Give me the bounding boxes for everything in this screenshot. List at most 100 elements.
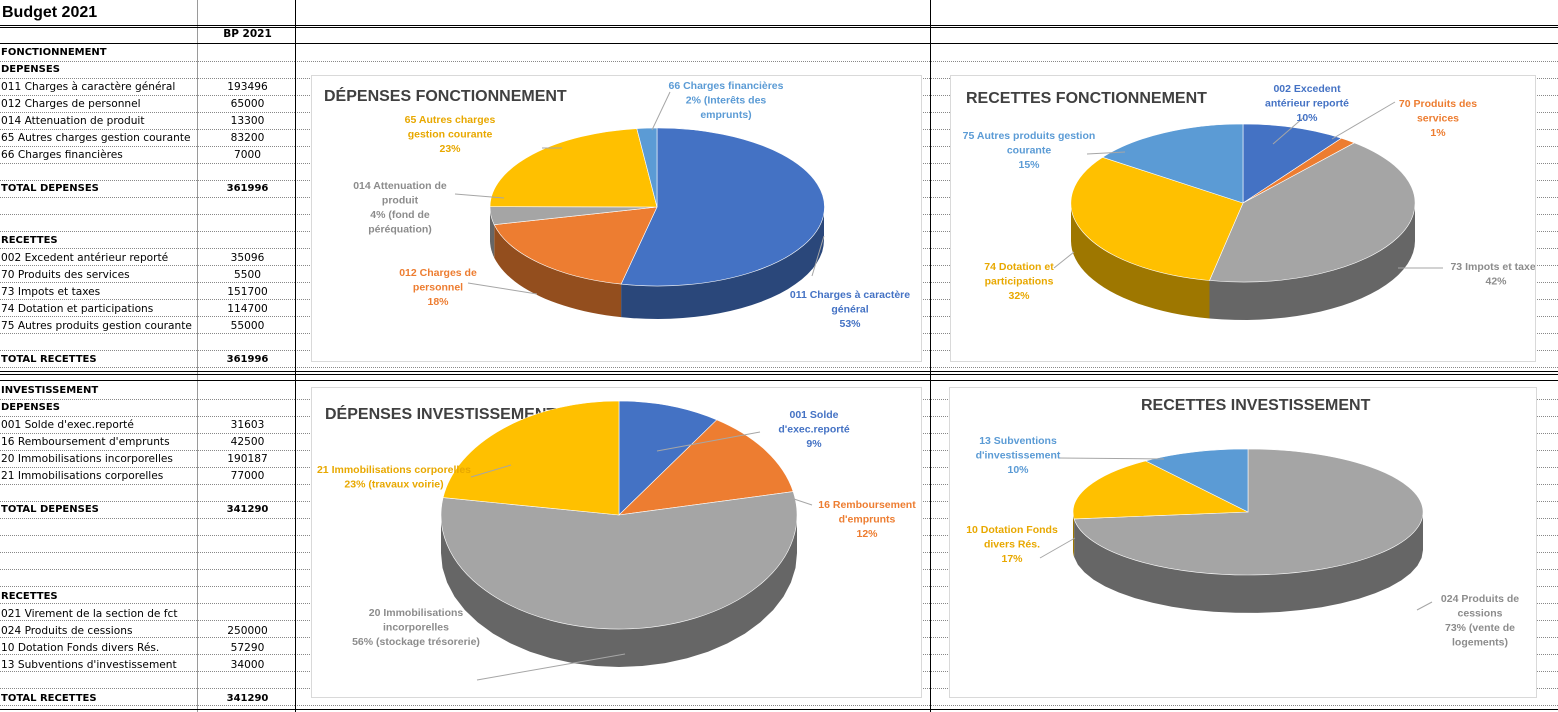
table-row[interactable]: 20 Immobilisations incorporelles 190187 (0, 451, 295, 468)
data-label-line: d'exec.reporté (778, 424, 850, 436)
chart-depenses-investissement[interactable]: DÉPENSES INVESTISSEMENT 001 Solde d'exec.… (311, 387, 922, 698)
pie-slice[interactable] (618, 419, 794, 516)
data-label-line: 13 Subventions (979, 435, 1057, 447)
pie-slice[interactable] (620, 127, 825, 287)
subsection-header[interactable]: DEPENSES (0, 62, 295, 79)
table-row[interactable]: 16 Remboursement d'emprunts 42500 (0, 434, 295, 451)
section-rule (0, 371, 1558, 372)
pie-slice[interactable] (1072, 460, 1249, 520)
gridline (0, 95, 197, 96)
data-label-line: personnel (413, 282, 463, 294)
table-row[interactable]: 13 Subventions d'investissement 34000 (0, 657, 295, 674)
table-row[interactable]: 001 Solde d'exec.reporté 31603 (0, 417, 295, 434)
gridline (198, 433, 295, 434)
pie-slice-side (1073, 512, 1075, 557)
gridline (0, 467, 197, 468)
data-label: 13 Subventions d'investissement 10% (976, 435, 1061, 476)
data-label-line: 20 Immobilisations (369, 607, 464, 619)
total-row[interactable]: TOTAL DEPENSES 341290 (0, 502, 295, 519)
total-row[interactable]: TOTAL RECETTES 341290 (0, 691, 295, 708)
data-label-line: 66 Charges financières (669, 80, 784, 92)
table-row[interactable]: 21 Immobilisations corporelles 77000 (0, 468, 295, 485)
data-label-line: 12% (856, 528, 878, 540)
data-label-line: 9% (806, 438, 822, 450)
subsection-header[interactable]: RECETTES (0, 233, 295, 250)
subsection-header[interactable]: RECETTES (0, 589, 295, 606)
data-label-line: 10% (1007, 464, 1029, 476)
row-value: 35096 (230, 252, 265, 264)
row-value: 31603 (230, 419, 265, 431)
pie-slice[interactable] (636, 127, 658, 208)
leader-line (1039, 537, 1076, 559)
pie-slice[interactable] (489, 128, 658, 208)
pie-chart: 024 Produits de cessions 73% (vente de loge… (966, 435, 1519, 649)
pie-slice[interactable] (1209, 142, 1416, 283)
gridline (0, 350, 197, 351)
table-row[interactable]: 75 Autres produits gestion courante 55000 (0, 318, 295, 335)
gridline (198, 688, 295, 689)
section-header[interactable]: FONCTIONNEMENT (0, 45, 295, 62)
table-row[interactable]: 66 Charges financières 7000 (0, 147, 295, 164)
gridline (0, 501, 197, 502)
pie-slice-side (494, 224, 622, 318)
pie-slice[interactable] (1242, 123, 1343, 204)
table-row[interactable]: 10 Dotation Fonds divers Rés. 57290 (0, 640, 295, 657)
pie-slice[interactable] (440, 491, 798, 630)
data-label-line: d'emprunts (839, 514, 896, 526)
gridline (0, 535, 197, 536)
pie-slice[interactable] (442, 400, 620, 516)
gridline (0, 316, 197, 317)
pie-slice-side (621, 207, 824, 319)
chart-title: RECETTES FONCTIONNEMENT (966, 90, 1207, 107)
section-header[interactable]: INVESTISSEMENT (0, 383, 295, 400)
leader-line (656, 431, 761, 452)
data-label-line: 001 Solde (789, 409, 838, 421)
data-label-line: 16 Remboursement (818, 499, 916, 511)
section-rule (0, 380, 1558, 381)
table-row[interactable]: 70 Produits des services 5500 (0, 267, 295, 284)
sheet-title: Budget 2021 (2, 4, 98, 21)
table-row[interactable]: 65 Autres charges gestion courante 83200 (0, 130, 295, 147)
data-label-line: participations (985, 276, 1054, 288)
pie-slice[interactable] (493, 206, 658, 285)
chart-recettes-fonctionnement[interactable]: RECETTES FONCTIONNEMENT 002 Excedent anté… (950, 75, 1536, 362)
gridline (198, 95, 295, 96)
gridline (0, 552, 197, 553)
table-row[interactable]: 012 Charges de personnel 65000 (0, 96, 295, 113)
data-label: 012 Charges de personnel 18% (399, 267, 477, 308)
data-label-line: 70 Produits des (1399, 98, 1477, 110)
data-label-line: 011 Charges à caractère (790, 289, 910, 301)
column-header-bp2021: BP 2021 (223, 28, 272, 40)
gridline (198, 569, 295, 570)
row-label: 21 Immobilisations corporelles (1, 470, 164, 482)
gridline (0, 163, 197, 164)
subsection-header[interactable]: DEPENSES (0, 400, 295, 417)
header-rule (0, 27, 1558, 28)
data-label-line: 2% (Interêts des (686, 95, 767, 107)
table-row[interactable]: 73 Impots et taxes 151700 (0, 284, 295, 301)
gridline (0, 688, 197, 689)
gridline (0, 299, 197, 300)
table-row[interactable]: 024 Produits de cessions 250000 (0, 623, 295, 640)
table-row[interactable]: 011 Charges à caractère général 193496 (0, 79, 295, 96)
table-row[interactable]: 014 Attenuation de produit 13300 (0, 113, 295, 130)
gridline (0, 333, 197, 334)
total-row[interactable]: TOTAL DEPENSES 361996 (0, 181, 295, 198)
table-row[interactable]: 021 Virement de la section de fct (0, 606, 295, 623)
data-label-line: 42% (1485, 276, 1507, 288)
pie-slice[interactable] (1073, 448, 1424, 576)
chart-recettes-investissement[interactable]: RECETTES INVESTISSEMENT 024 Produits de c… (949, 387, 1537, 698)
total-row[interactable]: TOTAL RECETTES 361996 (0, 352, 295, 369)
chart-depenses-fonctionnement[interactable]: DÉPENSES FONCTIONNEMENT 011 Charges à ca… (311, 75, 922, 362)
pie-slice[interactable] (1070, 156, 1244, 281)
leader-line (454, 193, 505, 199)
data-label: 10 Dotation Fonds divers Rés. 17% (966, 524, 1058, 565)
row-label: 73 Impots et taxes (1, 286, 101, 298)
gridline (0, 654, 197, 655)
table-row[interactable]: 74 Dotation et participations 114700 (0, 301, 295, 318)
table-row[interactable]: 002 Excedent antérieur reporté 35096 (0, 250, 295, 267)
row-label: 70 Produits des services (1, 269, 130, 281)
pie-slice[interactable] (618, 400, 718, 516)
pie-slice[interactable] (1144, 448, 1249, 513)
gridline (0, 518, 197, 519)
